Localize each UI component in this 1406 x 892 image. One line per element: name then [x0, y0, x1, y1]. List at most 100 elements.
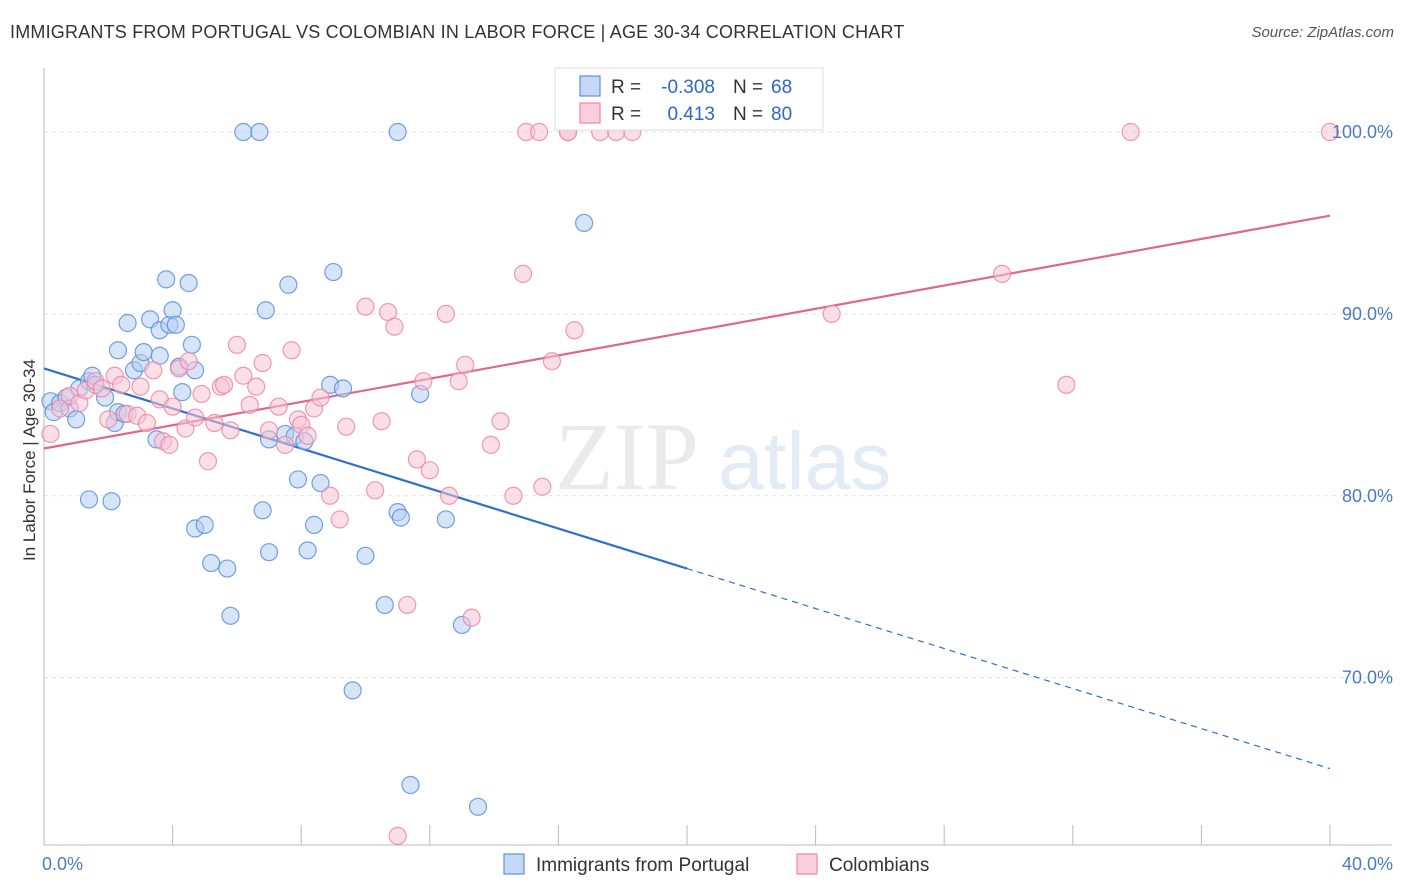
point-portugal-57: [356, 546, 375, 565]
point-colombians-59: [462, 608, 481, 627]
point-colombians-17: [160, 435, 179, 454]
tick-labels: 70.0% 80.0% 90.0% 100.0% 0.0% 40.0%: [42, 122, 1393, 874]
legend-swatch-portugal: [579, 75, 601, 97]
y-tick-label-3: 100.0%: [1332, 122, 1393, 142]
point-portugal-54: [324, 262, 343, 282]
point-portugal-59: [388, 122, 407, 142]
y-tick-label-0: 70.0%: [1342, 668, 1393, 688]
y-tick-label-1: 80.0%: [1342, 486, 1393, 506]
y-axis-label: In Labor Force | Age 30-34: [20, 359, 39, 561]
point-portugal-51: [304, 515, 324, 534]
point-portugal-36: [202, 553, 221, 573]
point-colombians-67: [542, 352, 562, 371]
point-colombians-57: [449, 372, 468, 391]
point-colombians-46: [356, 297, 375, 316]
point-colombians-42: [311, 388, 330, 407]
legend-n-label-colombians: N =: [733, 104, 763, 125]
point-portugal-11: [108, 341, 128, 360]
point-colombians-56: [439, 486, 459, 505]
point-colombians-74: [822, 304, 841, 324]
series-legend-swatch-colombians: [796, 853, 818, 875]
point-colombians-13: [137, 413, 156, 433]
point-portugal-64: [436, 510, 455, 529]
x-tick-label-1: 40.0%: [1342, 854, 1393, 874]
chart-title: IMMIGRANTS FROM PORTUGAL VS COLOMBIAN IN…: [10, 22, 905, 42]
point-portugal-50: [298, 541, 317, 560]
point-colombians-37: [282, 341, 301, 360]
point-colombians-61: [491, 412, 510, 431]
point-colombians-77: [1121, 122, 1140, 142]
point-portugal-12: [118, 313, 137, 333]
point-colombians-1: [50, 399, 70, 418]
point-portugal-30: [173, 383, 192, 402]
point-portugal-32: [182, 335, 201, 354]
point-portugal-48: [288, 470, 308, 489]
point-portugal-20: [134, 342, 153, 362]
point-colombians-66: [533, 477, 552, 496]
series-legend-label-colombians: Colombians: [829, 855, 929, 876]
point-colombians-40: [298, 426, 317, 445]
point-colombians-12: [131, 377, 150, 396]
watermark-atlas: atlas: [718, 416, 891, 507]
point-colombians-32: [247, 377, 266, 396]
legend-n-label-portugal: N =: [733, 77, 763, 98]
trend-line-colombians: [43, 214, 1331, 450]
data-points: [41, 122, 1340, 846]
point-colombians-79: [388, 826, 407, 846]
point-portugal-5: [67, 410, 86, 429]
chart-source: Source: ZipAtlas.com: [1251, 24, 1394, 41]
series-legend-swatch-portugal: [503, 853, 525, 875]
legend-row-colombians: R = 0.413 N = 80: [579, 102, 792, 125]
point-colombians-14: [144, 361, 163, 380]
point-colombians-34: [259, 421, 279, 440]
point-portugal-38: [221, 606, 240, 625]
series-legend-item-portugal[interactable]: Immigrants from Portugal: [503, 853, 749, 876]
point-portugal-39: [234, 122, 253, 142]
point-colombians-21: [179, 352, 198, 371]
legend-r-label-colombians: R =: [611, 104, 641, 125]
point-portugal-24: [157, 270, 176, 289]
point-colombians-23: [192, 384, 211, 404]
point-portugal-42: [256, 301, 275, 320]
point-colombians-30: [234, 366, 253, 385]
legend-n-value-portugal: 68: [771, 77, 792, 98]
point-portugal-13: [79, 490, 99, 509]
point-colombians-25: [205, 413, 224, 433]
point-colombians-28: [221, 421, 240, 440]
point-colombians-27: [214, 375, 234, 394]
point-colombians-50: [385, 317, 404, 336]
point-portugal-66: [468, 797, 488, 816]
y-tick-label-2: 90.0%: [1342, 304, 1393, 324]
point-colombians-31: [240, 395, 259, 414]
point-colombians-6: [92, 379, 111, 398]
legend-r-value-portugal: -0.308: [661, 77, 715, 98]
point-portugal-35: [195, 515, 214, 534]
point-colombians-58: [456, 355, 475, 374]
point-colombians-53: [414, 372, 433, 391]
point-colombians-18: [163, 397, 182, 416]
point-colombians-24: [198, 452, 218, 471]
correlation-legend: R = -0.308 N = 68 R = 0.413 N = 80: [554, 67, 824, 131]
legend-swatch-colombians: [579, 102, 601, 124]
point-colombians-78: [1320, 122, 1340, 142]
point-portugal-31: [179, 273, 198, 293]
point-portugal-58: [375, 595, 394, 615]
point-portugal-62: [401, 775, 420, 795]
point-portugal-56: [343, 681, 362, 700]
point-portugal-29: [166, 315, 185, 334]
x-tick-label-0: 0.0%: [42, 854, 83, 874]
point-colombians-54: [420, 461, 439, 480]
point-portugal-67: [575, 213, 594, 233]
point-colombians-48: [372, 412, 391, 431]
point-colombians-44: [330, 510, 349, 529]
point-colombians-36: [276, 435, 295, 454]
series-legend-item-colombians[interactable]: Colombians: [796, 853, 929, 876]
point-portugal-41: [253, 501, 272, 520]
point-colombians-29: [227, 335, 246, 354]
point-portugal-52: [311, 473, 330, 493]
point-colombians-45: [337, 417, 356, 436]
point-colombians-76: [1057, 375, 1076, 394]
point-colombians-60: [481, 435, 500, 454]
point-portugal-40: [250, 122, 269, 142]
